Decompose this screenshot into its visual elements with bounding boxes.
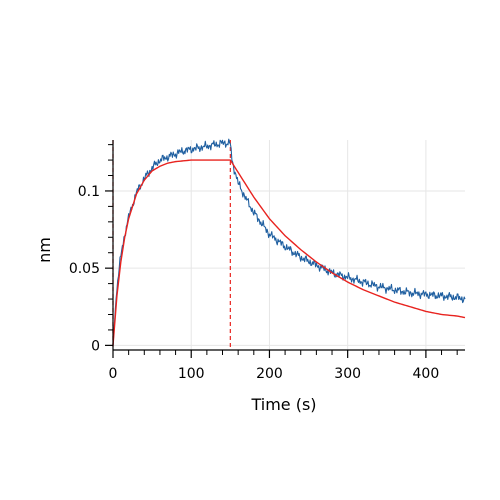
y-tick-label: 0 <box>91 338 100 354</box>
x-tick-label: 300 <box>334 366 361 382</box>
reference-lines <box>112 140 231 350</box>
tick-labels: 0 100 200 300 400 0 0.05 0.1 <box>69 184 439 382</box>
measured-series-line <box>112 138 466 346</box>
y-tick-label: 0.1 <box>78 184 100 200</box>
grid <box>112 140 465 350</box>
x-axis-title: Time (s) <box>250 395 316 414</box>
y-tick-label: 0.05 <box>69 261 100 277</box>
x-tick-label: 100 <box>178 366 205 382</box>
series-layer <box>112 138 466 346</box>
fit-series-line <box>112 159 466 346</box>
y-axis-title: nm <box>35 237 54 263</box>
x-tick-label: 400 <box>413 366 440 382</box>
x-tick-label: 200 <box>256 366 283 382</box>
x-tick-label: 0 <box>109 366 118 382</box>
axes <box>105 140 465 358</box>
